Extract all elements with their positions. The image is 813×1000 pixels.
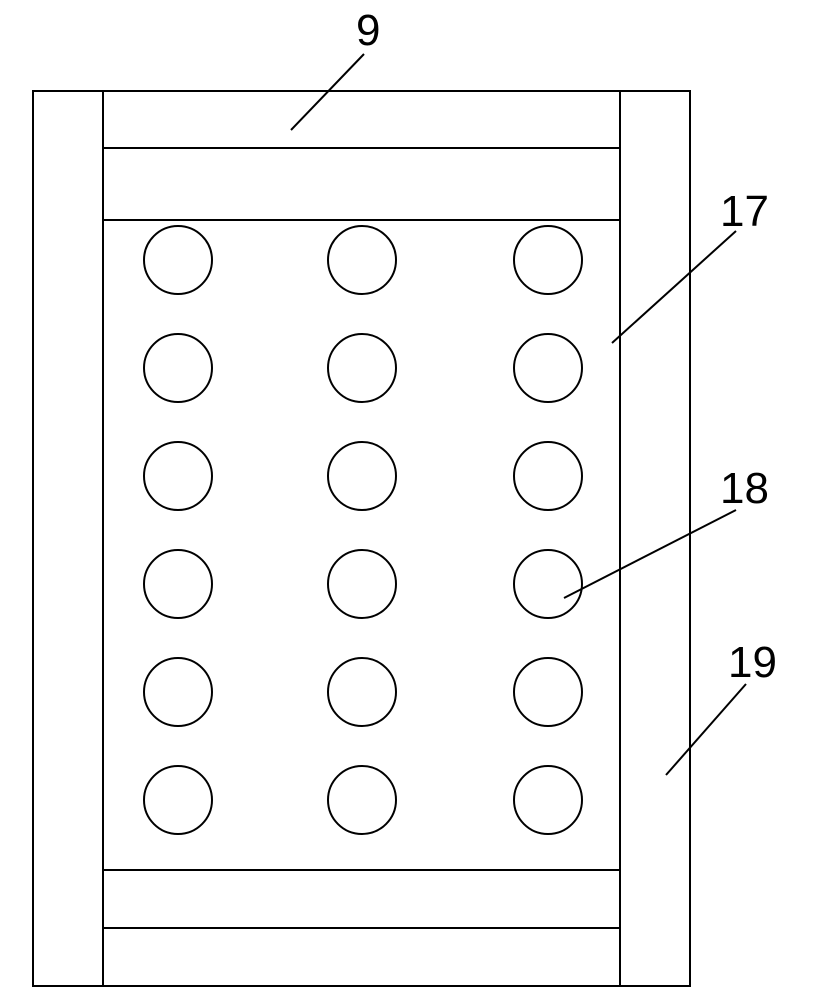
callout-label-19: 19: [728, 638, 777, 688]
technical-drawing: [0, 0, 813, 1000]
diagram-container: 9 17 18 19: [0, 0, 813, 1000]
callout-label-18: 18: [720, 464, 769, 514]
callout-label-17: 17: [720, 187, 769, 237]
callout-label-9: 9: [356, 6, 380, 56]
